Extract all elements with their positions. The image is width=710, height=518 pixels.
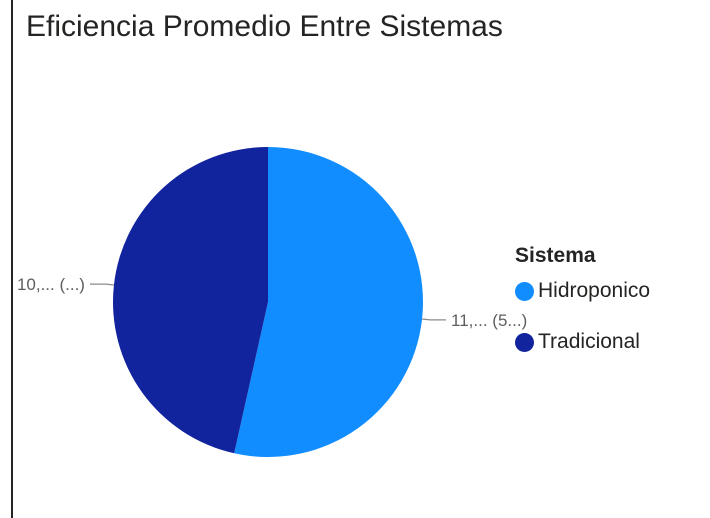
data-label-hidroponico: 11,... (5...) bbox=[451, 311, 527, 330]
pie-slice-hidroponico[interactable] bbox=[234, 147, 424, 458]
legend-title: Sistema bbox=[515, 244, 596, 267]
legend-item-tradicional[interactable]: Tradicional bbox=[515, 329, 650, 355]
pie-slice-tradicional[interactable] bbox=[113, 147, 269, 454]
legend-marker-tradicional bbox=[515, 332, 534, 352]
visual-border bbox=[11, 0, 13, 518]
legend-label-tradicional: Tradicional bbox=[538, 330, 640, 353]
leader-line-tradicional bbox=[89, 283, 115, 286]
legend-marker-hidroponico bbox=[515, 281, 534, 301]
leader-line-hidroponico bbox=[421, 318, 447, 321]
data-label-tradicional: 10,... (...) bbox=[17, 275, 85, 294]
chart-title: Eficiencia Promedio Entre Sistemas bbox=[26, 10, 503, 43]
legend-label-hidroponico: Hidroponico bbox=[538, 279, 651, 302]
legend: Sistema Hidroponico Tradicional bbox=[515, 244, 650, 355]
legend-item-hidroponico[interactable]: Hidroponico bbox=[515, 278, 650, 304]
